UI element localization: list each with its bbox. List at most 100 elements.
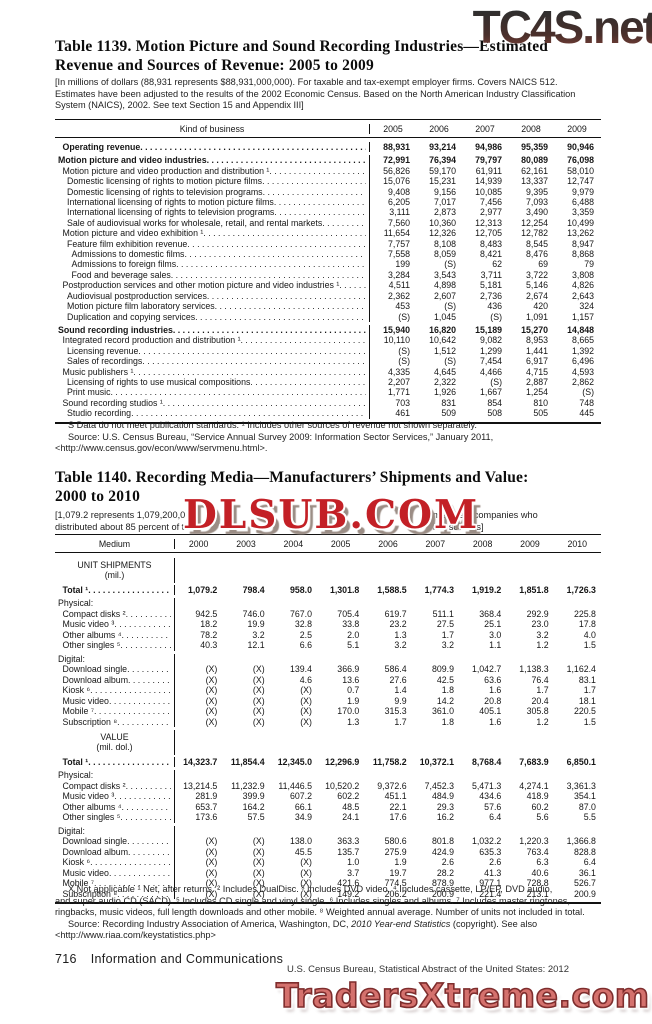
dot-leader — [195, 312, 366, 322]
year-headers: 2000 2003 2004 2005 2006 2007 2008 2009 2010 — [175, 539, 601, 549]
row-label-cell: Total ¹ — [55, 584, 175, 596]
dot-leader — [117, 717, 171, 728]
cell-value: 748 — [579, 397, 594, 408]
dot-leader — [207, 155, 366, 165]
table-row: Admissions to foreign films 199 (S) 62 69 79 — [55, 259, 601, 270]
cell-value: 15,189 — [475, 324, 502, 335]
page-footer: 716 Information and Communications — [55, 952, 283, 966]
cell-value: 14.2 — [436, 695, 454, 706]
row-values: (X) (X) (X) 1.9 9.9 14.2 20.8 20.4 18.1 — [175, 696, 601, 707]
cell-value: 8,768.4 — [471, 756, 502, 767]
dot-leader — [126, 781, 171, 792]
cell-value: 10,520.2 — [325, 780, 360, 791]
table-row: Admissions to domestic films 7,558 8,059 8,… — [55, 249, 601, 260]
cell-value: (X) — [252, 846, 265, 857]
cell-value: 57.6 — [484, 801, 502, 812]
year-header: 2005 — [330, 538, 351, 549]
table-row: Operating revenue 88,931 93,214 94,986 95,35… — [55, 142, 601, 153]
row-label: Sound recording studios ¹ — [62, 397, 163, 408]
cell-value: 9,156 — [433, 186, 456, 197]
row-label-cell: Motion picture and video industries — [55, 155, 370, 166]
row-values: (X) (X) (X) 170.0 315.3 361.0 405.1 305.8 220.5 — [175, 706, 601, 717]
cell-value: 1.7 — [583, 685, 596, 696]
row-values: 1,771 1,926 1,667 1,254 (S) — [370, 387, 600, 397]
cell-value: (X) — [205, 685, 218, 696]
note-fragment: [1,079.2 represents 1,079,200,0 — [55, 510, 186, 520]
cell-value: 580.6 — [384, 836, 407, 847]
dot-leader — [109, 696, 171, 707]
source-line: Source: Recording Industry Association o… — [55, 919, 601, 931]
section-header: VALUE (mil. dol.) — [55, 730, 175, 755]
cell-value: 305.8 — [526, 706, 549, 717]
cell-value: 2,643 — [571, 290, 594, 301]
dot-leader — [262, 176, 366, 186]
row-label-cell: Domestic licensing of rights to televisi… — [55, 186, 370, 198]
cell-value: 1.9 — [394, 857, 407, 868]
table-row: Music video ³ 281.9 399.9 607.2 602.2 451.1 48… — [55, 791, 601, 802]
row-values: 1,079.2 798.4 958.0 1,301.8 1,588.5 1,774.3 1,… — [175, 585, 601, 596]
row-label: Other singles ⁵ — [62, 812, 121, 823]
cell-value: 94,986 — [475, 142, 502, 152]
row-label: Motion picture and video exhibition ¹ — [62, 228, 204, 239]
dot-leader — [88, 585, 171, 596]
row-label: Sound recording industries — [58, 324, 173, 335]
row-values: 653.7 164.2 66.1 48.5 22.1 29.3 57.6 60.2 87.0 — [175, 802, 601, 813]
cell-value: 798.4 — [242, 584, 265, 595]
cell-value: 2.6 — [489, 857, 502, 868]
row-label: Compact disks ² — [62, 608, 126, 619]
cell-value: (X) — [252, 664, 265, 675]
cell-value: 23.0 — [531, 619, 549, 630]
row-label: Download album — [62, 846, 129, 857]
cell-value: 57.5 — [247, 812, 265, 823]
cell-value: 76,098 — [567, 155, 594, 166]
cell-value: 828.8 — [573, 846, 596, 857]
table-row: Compact disks ²13,214.511,232.911,446.51… — [55, 780, 601, 792]
row-label: Domestic licensing of rights to motion p… — [67, 176, 263, 187]
row-values: 461 509 508 505 445 — [370, 408, 600, 418]
table-row: Sound recording industries15,94016,82015… — [55, 324, 601, 336]
row-label-cell: Physical: — [55, 598, 175, 609]
row-label: Duplication and copying services — [67, 311, 196, 322]
dot-leader — [94, 706, 171, 717]
row-label-cell: Operating revenue — [55, 142, 370, 153]
source-line: Source: U.S. Census Bureau, “Service Ann… — [68, 431, 494, 442]
cell-value: 79,797 — [475, 155, 502, 166]
row-values: 9,408 9,156 10,085 9,395 9,979 — [370, 187, 600, 197]
cell-value: 6.4 — [489, 812, 502, 823]
cell-value: 76.4 — [531, 674, 549, 685]
cell-value: 11,446.5 — [278, 780, 312, 791]
cell-value: 763.4 — [526, 846, 549, 857]
year-header: 2008 — [521, 123, 541, 134]
row-label-cell: Subscription ⁸ — [55, 716, 175, 728]
table-1139: Kind of business 2005 2006 2007 2008 2009 Op… — [55, 119, 601, 424]
footnote-line: X Not applicable ¹ Net, after returns. ²… — [68, 884, 553, 894]
year-header: 2006 — [378, 538, 398, 549]
note-line: [In millions of dollars (88,931 represen… — [55, 77, 558, 87]
cell-value: 12,782 — [521, 228, 548, 239]
cell-value: (X) — [252, 695, 265, 706]
cell-value: 1,157 — [571, 311, 594, 322]
table-row: Mobile ⁷ (X) (X) (X) 170.0 315.3 361.0 405.1 305… — [55, 706, 601, 717]
cell-value: 607.2 — [289, 791, 312, 802]
cell-value: 25.1 — [484, 619, 502, 630]
row-values: 3,284 3,543 3,711 3,722 3,808 — [370, 270, 600, 280]
cell-value: 10,110 — [383, 335, 410, 346]
cell-value: 728.8 — [526, 878, 549, 889]
cell-value: (X) — [205, 674, 218, 685]
dot-leader — [90, 857, 171, 868]
row-label-cell: Motion picture and video production and … — [55, 165, 370, 177]
year-headers: 2005 2006 2007 2008 2009 — [370, 124, 600, 134]
table-1140-title-line1: Table 1140. Recording Media—Manufacturer… — [55, 469, 529, 486]
row-label-cell: Download single — [55, 664, 175, 675]
table-1139-footnotes: S Data do not meet publication standards… — [55, 420, 601, 455]
row-values: 13,214.5 11,232.9 11,446.5 10,520.2 9,372.6 7… — [175, 781, 601, 792]
cell-value: (X) — [252, 685, 265, 696]
cell-value: 32.8 — [294, 619, 312, 630]
cell-value: 42.5 — [436, 674, 454, 685]
row-label-cell: Sound recording industries — [55, 324, 370, 336]
cell-value: 33.8 — [342, 619, 360, 630]
dot-leader — [122, 802, 171, 813]
row-values: (X) (X) 139.4 366.9 586.4 809.9 1,042.7 1,138.3… — [175, 664, 601, 675]
row-label-cell: Sale of audiovisual works for wholesale,… — [55, 217, 370, 229]
cell-value: 16,820 — [429, 324, 456, 335]
